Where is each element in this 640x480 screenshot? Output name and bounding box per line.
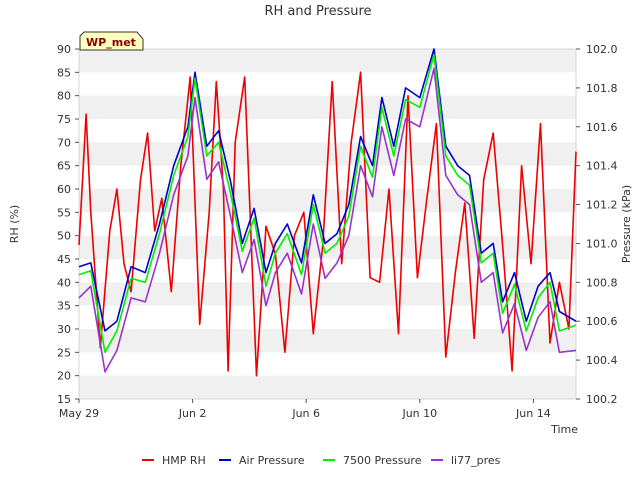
y-tick-label: 90 xyxy=(57,43,71,56)
y-tick-label: 15 xyxy=(57,393,71,406)
plot-area xyxy=(78,48,577,400)
legend: HMP RH Air Pressure 7500 Pressure li77_pres xyxy=(142,454,501,467)
y2-tick-label: 100.6 xyxy=(586,315,618,328)
y2-axis-title: Pressure (kPa) xyxy=(620,185,633,263)
station-badge: WP_met xyxy=(79,31,144,51)
series-line-7500-pressure xyxy=(78,54,577,354)
y-tick-label: 30 xyxy=(57,323,71,336)
y2-tick-label: 100.8 xyxy=(586,276,618,289)
y-axis-right: 100.2 100.4 100.6 100.8 101.0 101.2 101.4 101.6… xyxy=(576,43,618,406)
legend-label: HMP RH xyxy=(162,454,206,467)
y-tick-label: 50 xyxy=(57,230,71,243)
x-axis-title: Time xyxy=(550,423,578,436)
chart-title: RH and Pressure xyxy=(264,4,371,19)
legend-label: li77_pres xyxy=(451,454,501,467)
y2-tick-label: 101.6 xyxy=(586,121,618,134)
y-tick-label: 70 xyxy=(57,136,71,149)
y2-tick-label: 102.0 xyxy=(586,43,618,56)
y2-tick-label: 101.4 xyxy=(586,160,618,173)
y-tick-label: 55 xyxy=(57,206,71,219)
x-tick-label: Jun 6 xyxy=(291,407,320,420)
grid-band xyxy=(79,189,576,213)
y-tick-label: 25 xyxy=(57,346,71,359)
series-layer xyxy=(78,48,577,377)
legend-label: 7500 Pressure xyxy=(343,454,422,467)
x-tick-label: Jun 2 xyxy=(178,407,207,420)
y-axis-title: RH (%) xyxy=(8,205,21,243)
x-tick-label: May 29 xyxy=(59,407,99,420)
y-tick-label: 35 xyxy=(57,300,71,313)
station-badge-label: WP_met xyxy=(86,36,136,49)
x-tick-label: Jun 10 xyxy=(401,407,437,420)
grid-band xyxy=(79,375,576,399)
y-tick-label: 40 xyxy=(57,276,71,289)
grid-band xyxy=(79,329,576,353)
y2-tick-label: 101.2 xyxy=(586,199,618,212)
series-line-air-pressure xyxy=(78,48,577,332)
y2-tick-label: 101.8 xyxy=(586,82,618,95)
legend-label: Air Pressure xyxy=(239,454,305,467)
y2-tick-label: 101.0 xyxy=(586,237,618,250)
y-tick-label: 20 xyxy=(57,370,71,383)
grid-band xyxy=(79,235,576,259)
series-line-li77-pres xyxy=(78,67,577,373)
x-axis: May 29 Jun 2 Jun 6 Jun 10 Jun 14 xyxy=(59,399,551,420)
grid-band xyxy=(79,49,576,73)
y-tick-label: 80 xyxy=(57,90,71,103)
x-tick-label: Jun 14 xyxy=(515,407,551,420)
y-tick-label: 75 xyxy=(57,113,71,126)
y-axis-left: 15 20 25 30 35 40 45 50 55 60 65 70 75 80 85 90 xyxy=(57,43,79,406)
y-tick-label: 65 xyxy=(57,160,71,173)
y-tick-label: 85 xyxy=(57,66,71,79)
y2-tick-label: 100.2 xyxy=(586,393,618,406)
y2-tick-label: 100.4 xyxy=(586,354,618,367)
y-tick-label: 60 xyxy=(57,183,71,196)
series-line-hmp-rh xyxy=(78,71,577,377)
y-tick-label: 45 xyxy=(57,253,71,266)
grid-band xyxy=(79,95,576,119)
